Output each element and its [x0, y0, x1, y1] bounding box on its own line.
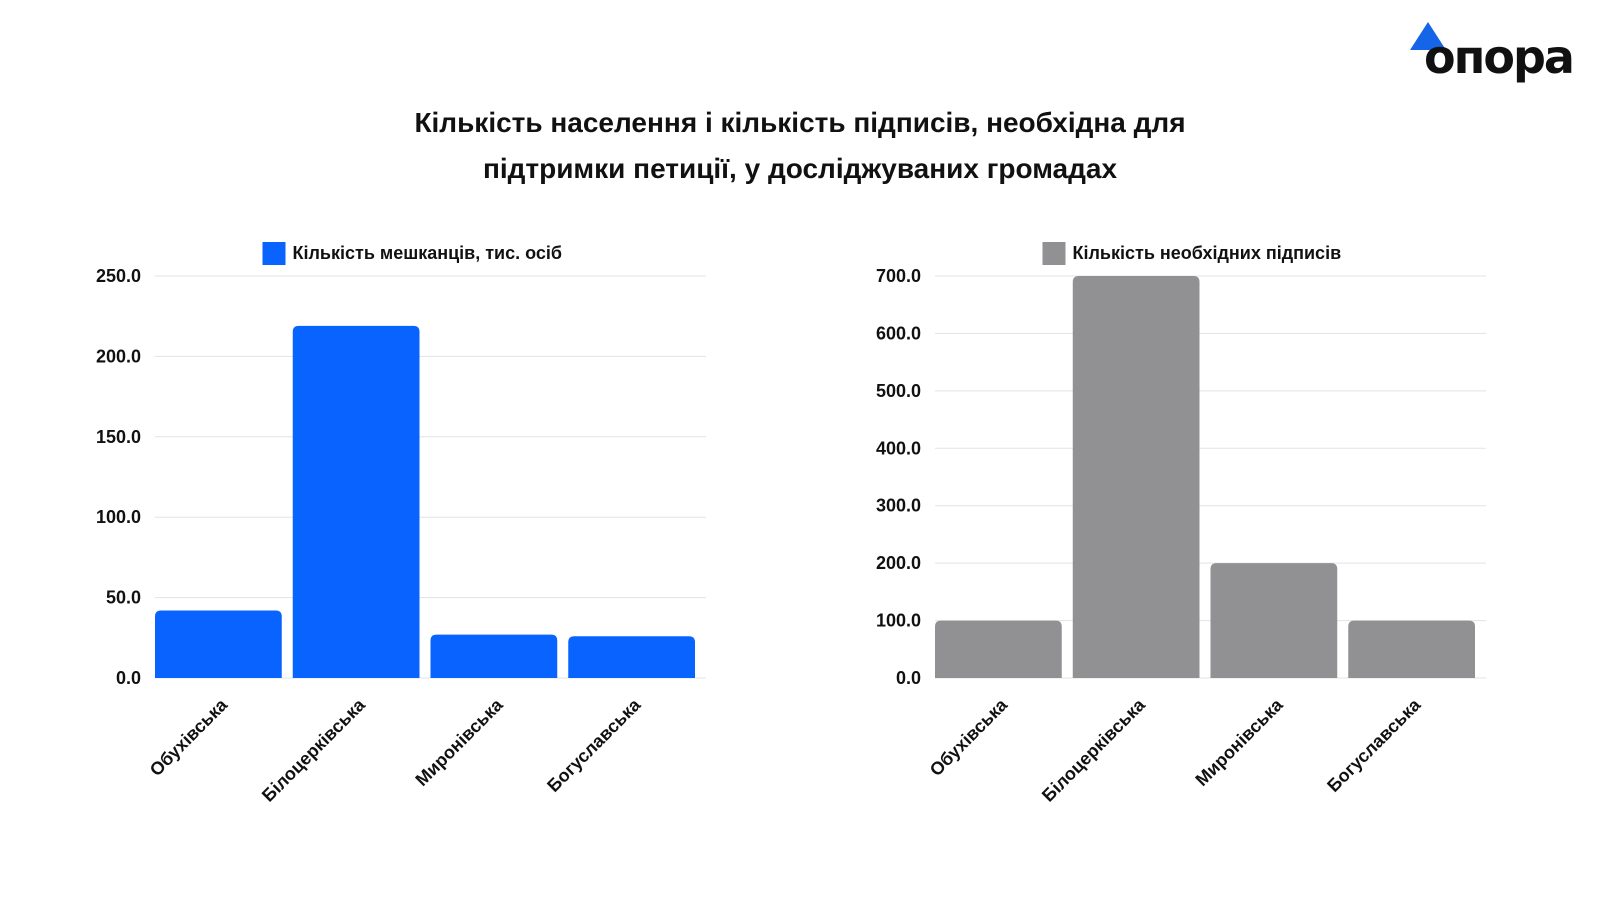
- x-category-label: Обухівська: [926, 694, 1012, 780]
- x-category-label: Білоцерківська: [1038, 694, 1150, 806]
- logo-text: опора: [1424, 30, 1575, 84]
- opora-logo: опора: [1400, 20, 1580, 100]
- legend-swatch: [1042, 242, 1066, 265]
- bar: [155, 610, 282, 678]
- bar: [1210, 563, 1338, 678]
- y-tick-label: 400.0: [876, 438, 921, 458]
- y-tick-label: 700.0: [876, 266, 921, 286]
- x-category-label: Богуславська: [543, 694, 645, 796]
- x-category-label: Білоцерківська: [258, 694, 370, 806]
- title-line-2: підтримки петиції, у досліджуваних грома…: [482, 153, 1118, 184]
- y-tick-label: 0.0: [896, 668, 921, 688]
- y-tick-label: 300.0: [876, 496, 921, 516]
- bar: [1348, 620, 1475, 678]
- bar: [430, 634, 558, 678]
- legend-label: Кількість необхідних підписів: [1073, 243, 1342, 263]
- y-tick-label: 100.0: [876, 611, 921, 631]
- logo-triangle-icon: [1410, 22, 1446, 50]
- x-category-label: Миронівська: [411, 694, 507, 790]
- chart-signatures: Кількість необхідних підписів 0.0 100.0 200…: [876, 242, 1486, 806]
- bar: [935, 620, 1062, 678]
- y-tick-label: 100.0: [96, 507, 141, 527]
- chart-residents: Кількість мешканців, тис. осіб 0.0 50.0 100…: [96, 242, 706, 806]
- x-category-label: Богуславська: [1323, 694, 1425, 796]
- y-tick-label: 150.0: [96, 427, 141, 447]
- title-line-1: Кількість населення і кількість підписів…: [414, 107, 1186, 138]
- y-tick-label: 500.0: [876, 381, 921, 401]
- bar: [292, 325, 420, 678]
- y-tick-label: 50.0: [106, 588, 141, 608]
- y-tick-label: 250.0: [96, 266, 141, 286]
- x-category-label: Обухівська: [146, 694, 232, 780]
- bar: [1072, 276, 1200, 678]
- y-tick-label: 0.0: [116, 668, 141, 688]
- legend-swatch: [262, 242, 286, 265]
- legend-label: Кількість мешканців, тис. осіб: [293, 243, 563, 263]
- page-title: Кількість населення і кількість підписів…: [300, 100, 1300, 192]
- x-category-label: Миронівська: [1191, 694, 1287, 790]
- y-tick-label: 600.0: [876, 323, 921, 343]
- bar: [568, 636, 695, 678]
- y-tick-label: 200.0: [876, 553, 921, 573]
- y-tick-label: 200.0: [96, 346, 141, 366]
